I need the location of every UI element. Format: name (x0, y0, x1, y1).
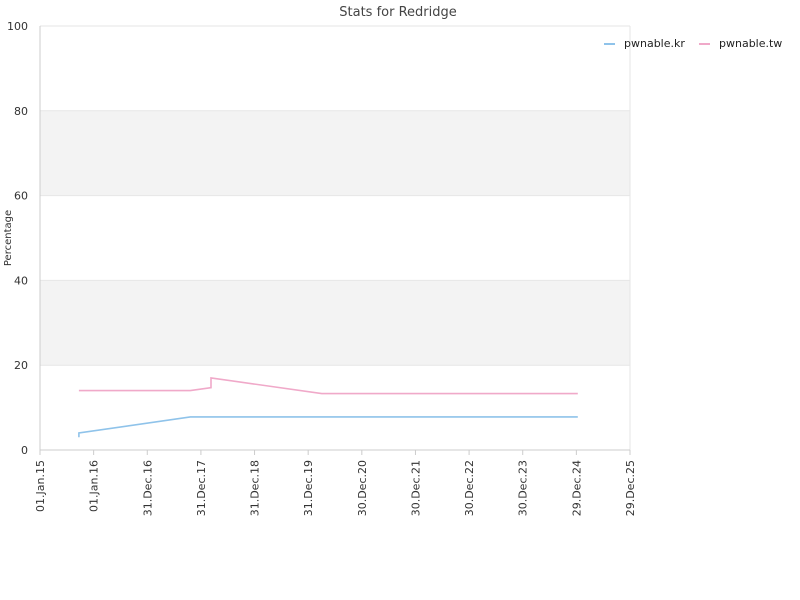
legend-label: pwnable.kr (624, 37, 685, 50)
x-tick-label: 31.Dec.19 (302, 460, 315, 516)
plot-band (40, 110, 630, 196)
x-tick-label: 01.Jan.16 (88, 460, 101, 512)
y-axis-label: Percentage (3, 210, 14, 266)
y-tick-label: 80 (14, 105, 28, 118)
series-line-1 (78, 376, 578, 395)
chart-title: Stats for Redridge (339, 5, 456, 20)
series-lines (78, 376, 578, 438)
x-tick-label: 31.Dec.18 (249, 460, 262, 516)
x-axis-ticks: 01.Jan.15 01.Jan.16 31.Dec.16 31.Dec.17 31.D… (34, 450, 637, 516)
x-tick-label: 31.Dec.16 (141, 460, 154, 516)
y-tick-label: 100 (7, 20, 28, 33)
x-tick-label: 31.Dec.17 (195, 460, 208, 516)
x-tick-label: 30.Dec.21 (409, 460, 422, 516)
gridlines (40, 25, 630, 366)
legend-label: pwnable.tw (719, 37, 782, 50)
x-tick-label: 29.Dec.25 (624, 460, 637, 516)
y-tick-label: 0 (21, 444, 28, 457)
x-tick-label: 30.Dec.22 (463, 460, 476, 516)
plot-bands (40, 110, 630, 366)
x-tick-label: 30.Dec.23 (517, 460, 530, 516)
plot-band (40, 280, 630, 366)
series-line-0 (78, 416, 578, 438)
x-tick-label: 29.Dec.24 (570, 460, 583, 516)
y-axis-ticks: 0 20 40 60 80 100 (7, 20, 28, 457)
y-tick-label: 20 (14, 359, 28, 372)
y-tick-label: 40 (14, 274, 28, 287)
x-tick-label: 30.Dec.20 (356, 460, 369, 516)
legend: pwnable.kr pwnable.tw (604, 37, 782, 50)
y-tick-label: 60 (14, 190, 28, 203)
x-tick-label: 01.Jan.15 (34, 460, 47, 512)
